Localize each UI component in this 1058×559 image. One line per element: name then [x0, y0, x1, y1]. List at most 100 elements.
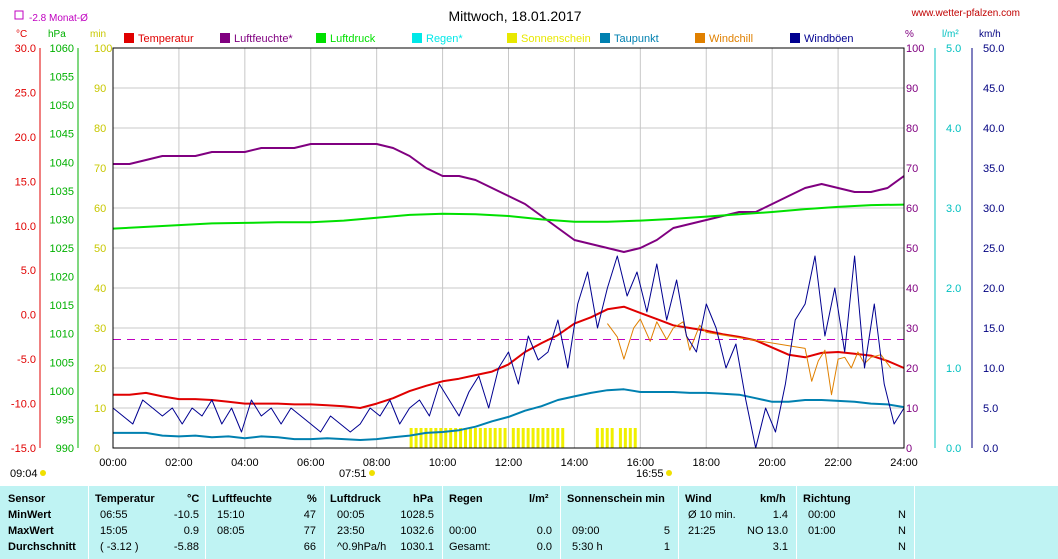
table-separator — [205, 486, 206, 559]
x-axis-tick-label: 24:00 — [890, 457, 918, 469]
x-axis-tick-label: 00:00 — [99, 457, 127, 469]
sunset-label: 16:55 — [636, 468, 664, 480]
wind-axis-label: 45.0 — [983, 83, 1004, 95]
rain-axis-label: 3.0 — [946, 203, 961, 215]
rain-axis-label: 2.0 — [946, 283, 961, 295]
temp-axis-label: -15.0 — [11, 443, 36, 455]
legend-label: Temperatur — [138, 33, 194, 45]
pressure-axis-label: 1030 — [50, 214, 74, 226]
pressure-axis-label: 1005 — [50, 357, 74, 369]
unit-lm2: l/m² — [942, 29, 959, 40]
table-cell-wind-value: 3.1 — [772, 541, 788, 553]
sunshine-bar — [419, 428, 423, 448]
legend-swatch — [412, 33, 422, 43]
month-avg-swatch — [14, 10, 24, 20]
table-cell-wind-time: Ø 10 min. — [688, 509, 736, 521]
chart-title: Mittwoch, 18.01.2017 — [448, 8, 581, 24]
humidity-axis-label: 50 — [906, 243, 918, 255]
site-url: www.wetter-pfalzen.com — [911, 8, 1020, 19]
wind-axis-label: 20.0 — [983, 283, 1004, 295]
sun-times: 09:04 07:51 16:55 — [10, 468, 672, 480]
table-cell-wind-value: NO 13.0 — [747, 525, 788, 537]
series-line-windchill — [606, 318, 892, 396]
table-cell-sun-time: 09:00 — [572, 525, 600, 537]
sunshine-bar — [434, 428, 438, 448]
pressure-axis-label: 1050 — [50, 100, 74, 112]
pressure-axis-label: 1040 — [50, 157, 74, 169]
table-cell-row-label: MaxWert — [8, 525, 54, 537]
table-cell-press-value: 1028.5 — [400, 509, 434, 521]
th-rain-unit: l/m² — [529, 493, 549, 505]
pressure-axis-label: 1060 — [50, 43, 74, 55]
sunshine-bar — [516, 428, 520, 448]
table-cell-temp-time: ( -3.12 ) — [100, 541, 139, 553]
sunshine-bars — [409, 428, 637, 448]
table-cell-hum-time: 15:10 — [217, 509, 245, 521]
th-humidity-unit: % — [307, 493, 317, 505]
legend-swatch — [790, 33, 800, 43]
sunshine-axis-label: 20 — [94, 363, 106, 375]
legend-label: Windböen — [804, 33, 854, 45]
x-axis-tick-label: 20:00 — [758, 457, 786, 469]
sunshine-bar — [556, 428, 560, 448]
temp-axis-label: 10.0 — [15, 221, 36, 233]
series-lines — [112, 143, 905, 449]
sunshine-bar — [551, 428, 555, 448]
sunshine-bar — [414, 428, 418, 448]
x-axis-tick-label: 02:00 — [165, 457, 193, 469]
humidity-axis-label: 70 — [906, 163, 918, 175]
table-cell-rain-value: 0.0 — [536, 525, 552, 537]
x-axis-tick-label: 08:00 — [363, 457, 391, 469]
temp-axis-label: 20.0 — [15, 132, 36, 144]
table-cell-wind-time: 21:25 — [688, 525, 716, 537]
legend-label: Taupunkt — [614, 33, 659, 45]
sunshine-bar — [468, 428, 472, 448]
x-axis-tick-label: 16:00 — [627, 457, 655, 469]
legend-label: Sonnenschein — [521, 33, 591, 45]
sunshine-bar — [595, 428, 599, 448]
table-cell-dir-value: N — [898, 525, 906, 537]
table-cell-sun-value: 1 — [663, 541, 670, 553]
unit-kmh: km/h — [979, 29, 1001, 40]
table-cell-press-time: 00:05 — [337, 509, 365, 521]
legend-swatch — [695, 33, 705, 43]
table-cell-hum-time: 08:05 — [217, 525, 245, 537]
sunshine-axis-label: 50 — [94, 243, 106, 255]
table-separator — [678, 486, 679, 559]
sunshine-bar — [531, 428, 535, 448]
sunshine-axis-label: 90 — [94, 83, 106, 95]
th-temperature-unit: °C — [187, 493, 200, 505]
table-cell-hum-value: 66 — [303, 541, 316, 553]
table-cell-rain-value: 0.0 — [536, 541, 552, 553]
unit-percent: % — [905, 29, 914, 40]
sunshine-bar — [454, 428, 458, 448]
legend-swatch — [507, 33, 517, 43]
th-rain: Regen — [449, 493, 483, 505]
sunshine-bar — [521, 428, 525, 448]
temp-axis-label: 15.0 — [15, 176, 36, 188]
sunshine-bar — [600, 428, 604, 448]
pressure-axis-label: 1045 — [50, 129, 74, 141]
sunshine-bar — [623, 428, 627, 448]
x-axis-tick-label: 06:00 — [297, 457, 325, 469]
sunshine-bar — [605, 428, 609, 448]
sunshine-bar — [511, 428, 515, 448]
sunshine-axis-label: 10 — [94, 403, 106, 415]
sunshine-bar — [488, 428, 492, 448]
sunshine-bar — [424, 428, 428, 448]
table-cell-dir-value: N — [898, 541, 906, 553]
sunshine-bar — [561, 428, 565, 448]
sunshine-axis-label: 30 — [94, 323, 106, 335]
table-cell-rain-time: Gesamt: — [449, 541, 491, 553]
sunshine-bar — [618, 428, 622, 448]
th-wind-unit: km/h — [760, 493, 786, 505]
pressure-axis-label: 1035 — [50, 186, 74, 198]
sunshine-bar — [526, 428, 530, 448]
table-cell-wind-value: 1.4 — [772, 509, 788, 521]
x-axis-tick-label: 18:00 — [692, 457, 720, 469]
temp-axis-label: 30.0 — [15, 43, 36, 55]
legend: Temperatur Luftfeuchte* Luftdruck Regen* Son… — [124, 33, 854, 45]
month-avg-label: -2.8 Monat-Ø — [29, 13, 88, 24]
humidity-axis-label: 40 — [906, 283, 918, 295]
wind-axis-label: 35.0 — [983, 163, 1004, 175]
